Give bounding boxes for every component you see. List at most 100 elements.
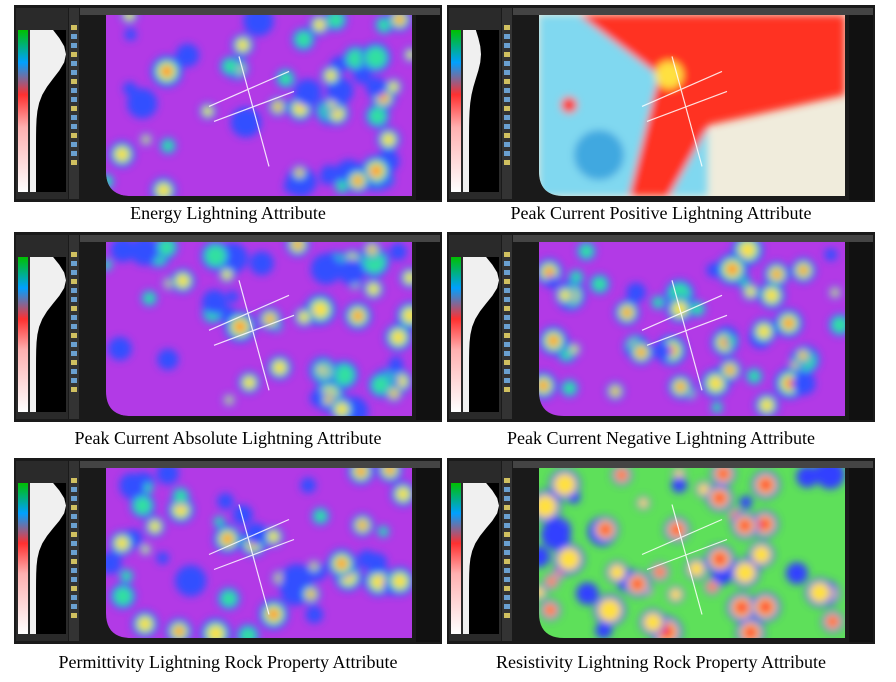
- tool-icon[interactable]: [71, 61, 77, 66]
- tool-icon[interactable]: [504, 369, 510, 374]
- tool-icon[interactable]: [71, 568, 77, 573]
- tool-icon[interactable]: [71, 505, 77, 510]
- tool-icon[interactable]: [504, 478, 510, 483]
- tool-icon[interactable]: [71, 387, 77, 392]
- tool-icon[interactable]: [504, 106, 510, 111]
- tool-icon[interactable]: [504, 315, 510, 320]
- tool-icon[interactable]: [71, 142, 77, 147]
- tool-icon[interactable]: [504, 514, 510, 519]
- tool-icon[interactable]: [71, 324, 77, 329]
- tool-icon[interactable]: [504, 586, 510, 591]
- tool-icon[interactable]: [71, 514, 77, 519]
- tool-icon[interactable]: [71, 151, 77, 156]
- tool-icon[interactable]: [71, 297, 77, 302]
- blob: [553, 472, 577, 496]
- tool-icon[interactable]: [504, 88, 510, 93]
- tool-icon[interactable]: [71, 541, 77, 546]
- tool-icon[interactable]: [71, 523, 77, 528]
- tool-icon[interactable]: [504, 124, 510, 129]
- tool-icon[interactable]: [71, 586, 77, 591]
- tool-icon[interactable]: [504, 333, 510, 338]
- tool-icon[interactable]: [504, 342, 510, 347]
- tool-icon[interactable]: [504, 595, 510, 600]
- tool-icon[interactable]: [71, 532, 77, 537]
- tool-icon[interactable]: [504, 270, 510, 275]
- tool-icon[interactable]: [504, 34, 510, 39]
- blob: [745, 287, 756, 297]
- tool-icon[interactable]: [504, 288, 510, 293]
- tool-icon[interactable]: [504, 487, 510, 492]
- tool-icon[interactable]: [504, 115, 510, 120]
- tool-icon[interactable]: [71, 288, 77, 293]
- tool-icon[interactable]: [71, 333, 77, 338]
- tool-icon[interactable]: [504, 79, 510, 84]
- tool-icon[interactable]: [504, 523, 510, 528]
- tool-icon[interactable]: [71, 79, 77, 84]
- blob: [545, 604, 556, 616]
- tool-icon[interactable]: [71, 261, 77, 266]
- tool-icon[interactable]: [504, 306, 510, 311]
- tool-icon[interactable]: [504, 613, 510, 618]
- tool-icon[interactable]: [71, 496, 77, 501]
- tool-icon[interactable]: [504, 97, 510, 102]
- tool-icon[interactable]: [71, 550, 77, 555]
- tool-icon[interactable]: [504, 52, 510, 57]
- tool-icon[interactable]: [71, 315, 77, 320]
- tool-icon[interactable]: [71, 52, 77, 57]
- tool-icon[interactable]: [504, 496, 510, 501]
- tool-icon[interactable]: [71, 252, 77, 257]
- tool-icon[interactable]: [71, 106, 77, 111]
- tool-icon[interactable]: [504, 568, 510, 573]
- tool-icon[interactable]: [71, 70, 77, 75]
- tool-icon[interactable]: [71, 43, 77, 48]
- tool-icon[interactable]: [71, 369, 77, 374]
- tool-icon[interactable]: [71, 487, 77, 492]
- tool-icon[interactable]: [71, 124, 77, 129]
- tool-icon[interactable]: [504, 387, 510, 392]
- tool-icon[interactable]: [504, 360, 510, 365]
- tool-icon[interactable]: [504, 550, 510, 555]
- tool-icon[interactable]: [504, 324, 510, 329]
- tool-icon[interactable]: [71, 342, 77, 347]
- tool-icon[interactable]: [71, 115, 77, 120]
- tool-icon[interactable]: [504, 351, 510, 356]
- tool-icon[interactable]: [71, 270, 77, 275]
- tool-icon[interactable]: [71, 559, 77, 564]
- tool-icon[interactable]: [504, 261, 510, 266]
- well-path: [641, 56, 728, 167]
- tool-icon[interactable]: [504, 505, 510, 510]
- tool-icon[interactable]: [71, 360, 77, 365]
- tool-icon[interactable]: [71, 604, 77, 609]
- tool-icon[interactable]: [504, 25, 510, 30]
- tool-icon[interactable]: [71, 88, 77, 93]
- tool-icon[interactable]: [71, 577, 77, 582]
- tool-icon[interactable]: [71, 378, 77, 383]
- tool-icon[interactable]: [504, 559, 510, 564]
- tool-icon[interactable]: [71, 595, 77, 600]
- tool-icon[interactable]: [71, 306, 77, 311]
- tool-icon[interactable]: [504, 133, 510, 138]
- tool-icon[interactable]: [71, 613, 77, 618]
- tool-icon[interactable]: [504, 541, 510, 546]
- tool-icon[interactable]: [504, 151, 510, 156]
- tool-icon[interactable]: [504, 604, 510, 609]
- tool-icon[interactable]: [504, 297, 510, 302]
- tool-icon[interactable]: [71, 351, 77, 356]
- tool-icon[interactable]: [71, 97, 77, 102]
- tool-icon[interactable]: [504, 252, 510, 257]
- tool-icon[interactable]: [504, 532, 510, 537]
- tool-icon[interactable]: [504, 378, 510, 383]
- tool-icon[interactable]: [71, 133, 77, 138]
- tool-icon[interactable]: [71, 34, 77, 39]
- tool-icon[interactable]: [71, 160, 77, 165]
- tool-icon[interactable]: [504, 577, 510, 582]
- tool-icon[interactable]: [71, 25, 77, 30]
- tool-icon[interactable]: [504, 43, 510, 48]
- tool-icon[interactable]: [504, 70, 510, 75]
- tool-icon[interactable]: [504, 61, 510, 66]
- tool-icon[interactable]: [504, 142, 510, 147]
- tool-icon[interactable]: [71, 478, 77, 483]
- tool-icon[interactable]: [504, 279, 510, 284]
- tool-icon[interactable]: [504, 160, 510, 165]
- tool-icon[interactable]: [71, 279, 77, 284]
